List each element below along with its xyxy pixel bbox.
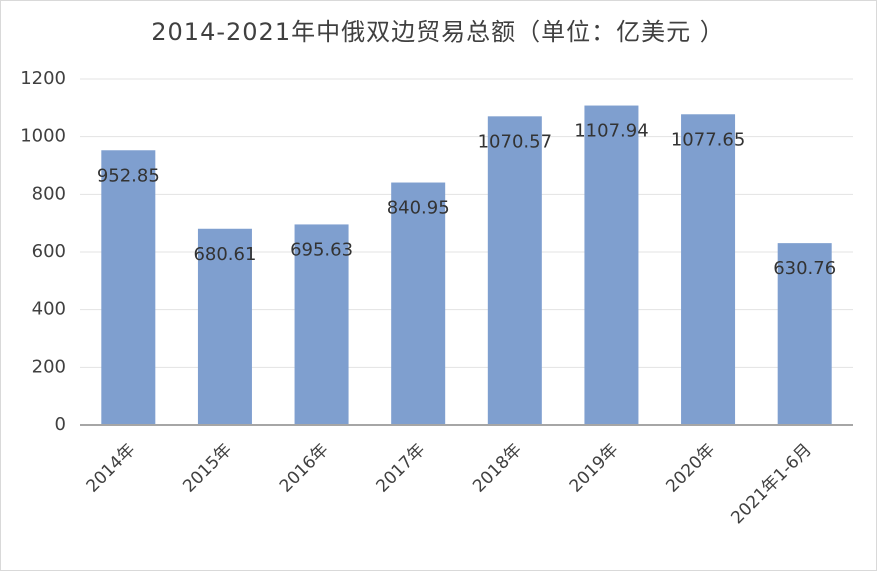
bar: [681, 114, 736, 425]
value-label: 680.61: [193, 244, 256, 265]
bar: [101, 150, 156, 425]
y-tick-label: 800: [32, 183, 66, 204]
bar: [487, 116, 542, 426]
y-tick-label: 1200: [20, 68, 66, 89]
value-label: 952.85: [97, 165, 160, 186]
value-label: 1077.65: [671, 129, 745, 150]
value-label: 1070.57: [478, 131, 552, 152]
value-label: 840.95: [387, 198, 450, 219]
y-tick-label: 1000: [20, 126, 66, 147]
value-label: 1107.94: [574, 121, 648, 142]
y-tick-label: 0: [55, 414, 66, 435]
value-label: 630.76: [773, 258, 836, 279]
value-label: 695.63: [290, 239, 353, 260]
chart-title: 2014-2021年中俄双边贸易总额（单位：亿美元 ）: [151, 18, 724, 46]
bar: [584, 105, 639, 425]
bar: [294, 224, 349, 425]
y-tick-label: 600: [32, 241, 66, 262]
y-tick-label: 200: [32, 356, 66, 377]
bar: [391, 182, 446, 425]
bar: [197, 228, 252, 425]
bar: [777, 243, 832, 425]
y-tick-label: 400: [32, 299, 66, 320]
